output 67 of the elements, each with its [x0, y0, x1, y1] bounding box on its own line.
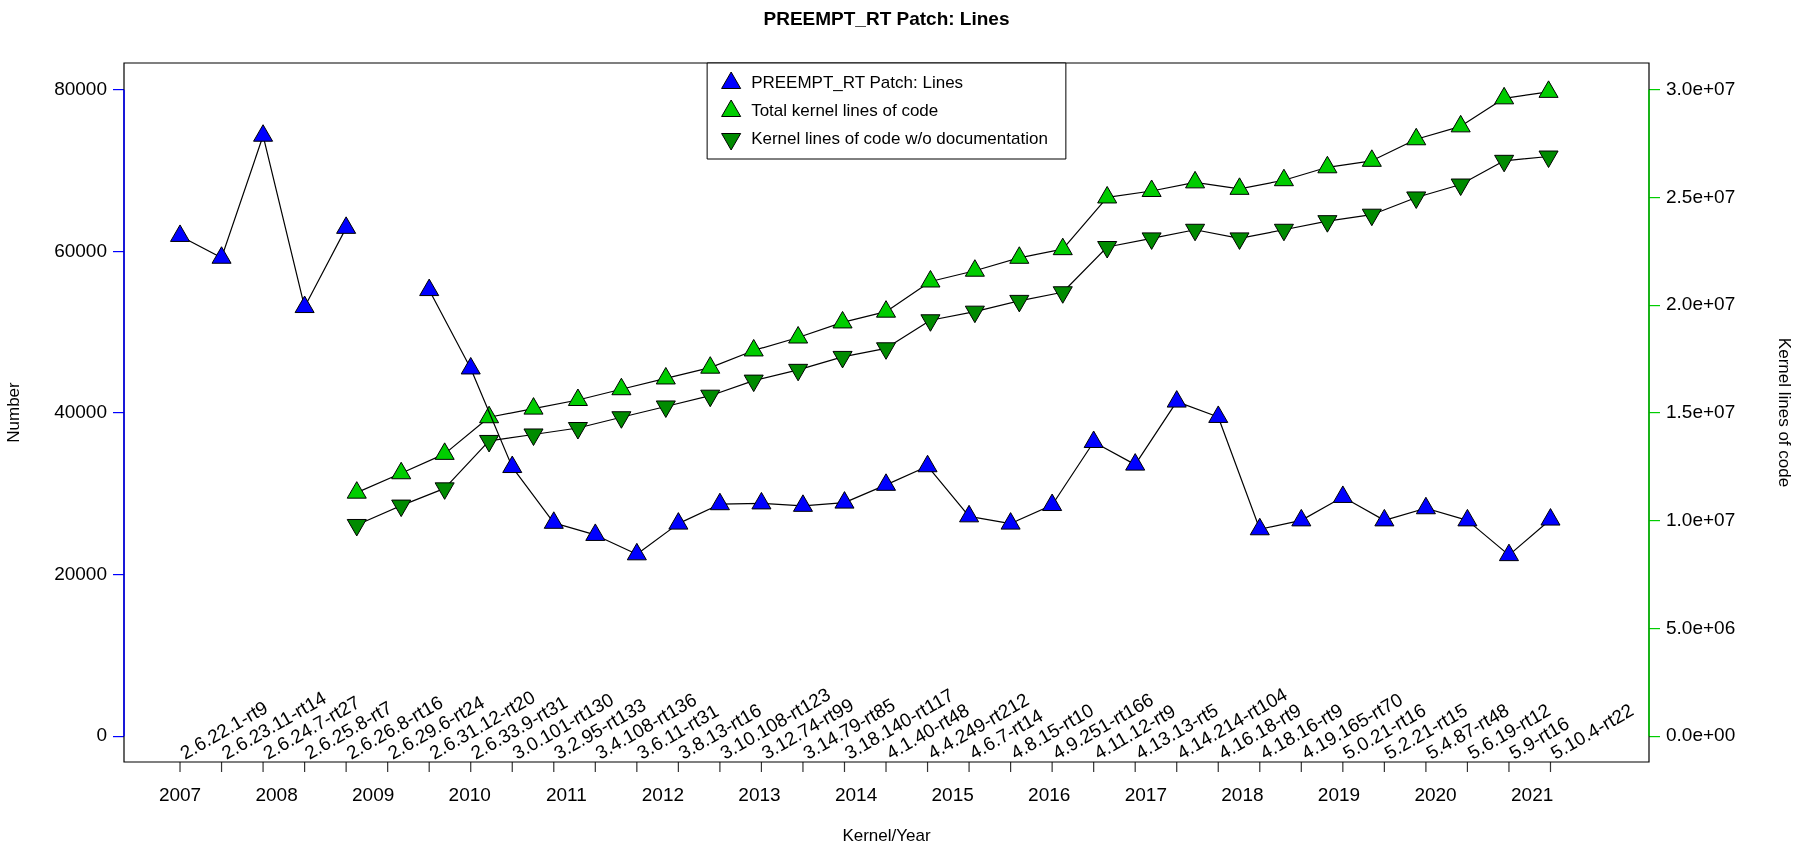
legend-label: Total kernel lines of code [751, 100, 939, 120]
point [1208, 405, 1229, 423]
point [460, 356, 481, 375]
y-tick-label: 0 [96, 724, 107, 746]
point [875, 473, 897, 491]
y2-tick-label: 3.0e+07 [1666, 77, 1736, 99]
point [1291, 508, 1312, 527]
point [1125, 453, 1146, 471]
y-tick-label: 40000 [54, 401, 107, 423]
x-tick-label: 2018 [1221, 783, 1264, 805]
point [792, 494, 813, 512]
y-axis-title: Number [3, 381, 23, 443]
y2-tick-label: 2.0e+07 [1666, 293, 1736, 315]
point [294, 295, 315, 314]
point [959, 504, 980, 523]
point [1042, 493, 1063, 512]
y2-tick-label: 0.0e+00 [1666, 724, 1736, 746]
point [917, 454, 938, 473]
point [1332, 485, 1353, 503]
y-tick-label: 60000 [54, 239, 107, 261]
point [336, 216, 357, 234]
point [1083, 430, 1104, 448]
point [1374, 508, 1395, 527]
x-tick-label: 2011 [545, 783, 587, 805]
y-tick-label: 80000 [54, 77, 107, 99]
x-tick-label: 2015 [931, 783, 974, 805]
legend-label: Kernel lines of code w/o documentation [751, 128, 1048, 148]
x-tick-label: 2021 [1511, 783, 1554, 805]
point [502, 455, 523, 474]
y2-tick-label: 1.0e+07 [1666, 508, 1736, 530]
point [1166, 390, 1187, 408]
x-tick-label: 2014 [834, 783, 878, 805]
point [1249, 517, 1270, 536]
x-axis-title: Kernel/Year [842, 826, 931, 846]
x-tick-label: 2012 [641, 783, 685, 805]
point [419, 278, 440, 297]
point [543, 511, 564, 529]
y2-tick-label: 5.0e+06 [1666, 616, 1736, 638]
x-tick-label: 2016 [1028, 783, 1071, 805]
chart-title: PREEMPT_RT Patch: Lines [763, 8, 1010, 30]
point [1000, 512, 1021, 530]
x-tick-label: 2007 [158, 783, 202, 805]
y2-tick-label: 1.5e+07 [1666, 401, 1736, 423]
y2-axis-title: Kernel lines of code [1775, 337, 1795, 488]
point [668, 512, 689, 530]
x-tick-label: 2010 [448, 783, 491, 805]
legend-label: PREEMPT_RT Patch: Lines [751, 72, 964, 92]
point [751, 491, 772, 510]
x-tick-label: 2008 [255, 783, 298, 805]
y-tick-label: 20000 [54, 562, 107, 584]
point [1498, 543, 1519, 562]
point [169, 224, 191, 242]
x-tick-label: 2017 [1124, 783, 1167, 805]
point [585, 523, 606, 541]
x-tick-label: 2020 [1414, 783, 1457, 805]
point [709, 492, 730, 511]
y2-tick-label: 2.5e+07 [1666, 185, 1736, 207]
x-tick-label: 2019 [1317, 783, 1361, 805]
point [253, 124, 274, 142]
point [1540, 508, 1561, 526]
x-tick-label: 2009 [352, 783, 395, 805]
point [1415, 496, 1436, 515]
point [211, 246, 232, 264]
x-tick-label: 2013 [738, 783, 781, 805]
point [1457, 508, 1478, 527]
point [834, 491, 855, 509]
point [626, 542, 647, 561]
